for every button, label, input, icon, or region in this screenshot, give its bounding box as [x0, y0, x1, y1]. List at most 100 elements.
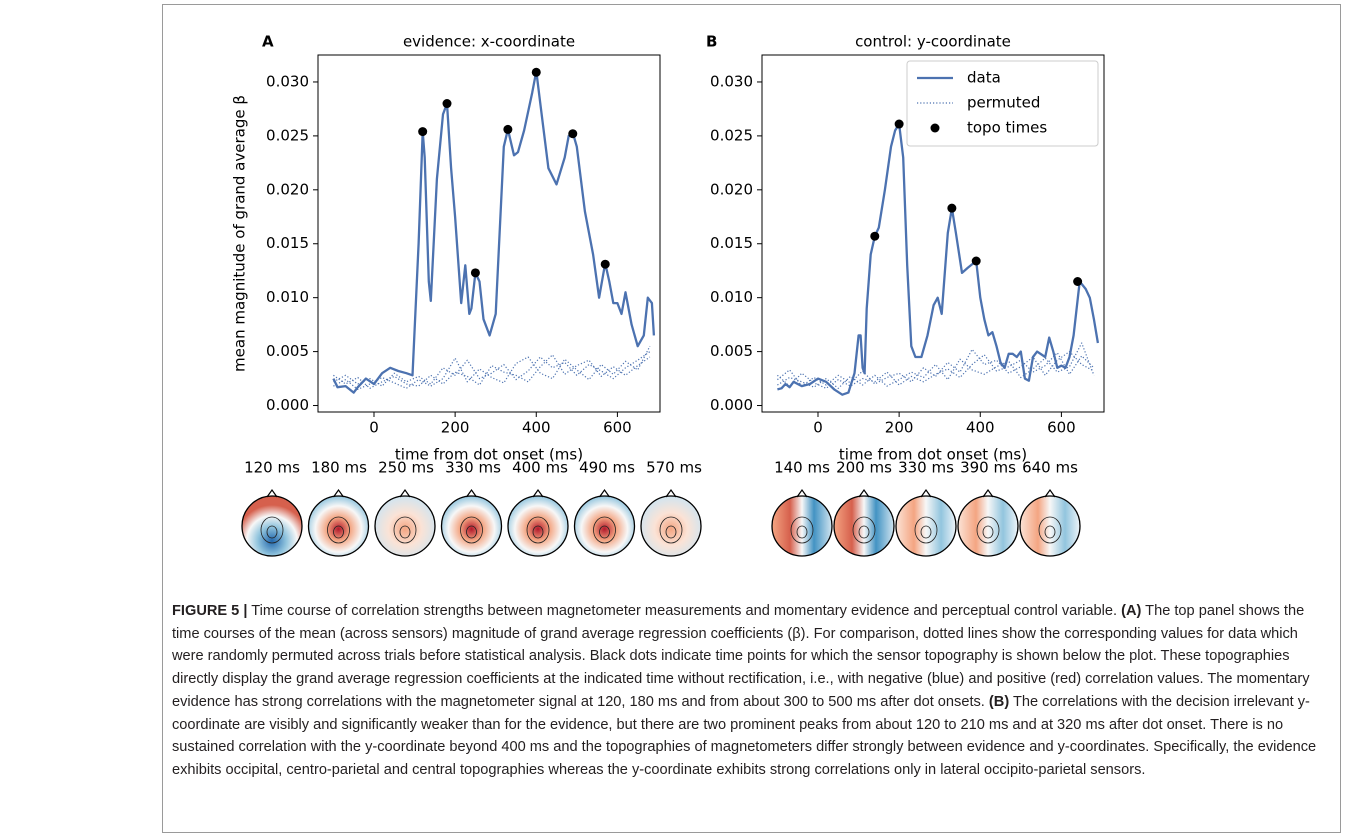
permuted-line [333, 354, 651, 389]
topomap [374, 488, 436, 557]
topomap [957, 488, 1019, 557]
caption-text: Time course of correlation strengths bet… [247, 603, 1122, 619]
topo-label: 400 ms [512, 459, 568, 477]
plot-frame [761, 54, 1105, 413]
topomap-contour [333, 525, 344, 539]
permuted-line [333, 351, 651, 387]
caption: FIGURE 5 | Time course of correlation st… [172, 600, 1332, 782]
topomap-nose [982, 488, 994, 498]
x-tick-label: 400 [522, 419, 551, 437]
legend-label: topo times [967, 119, 1047, 137]
y-tick-label: 0.010 [266, 288, 309, 306]
topo-time-dot [568, 129, 578, 139]
topo-time-dot [531, 67, 541, 77]
topomap [507, 488, 569, 557]
topo-time-dot [470, 268, 480, 278]
topo-label: 490 ms [579, 459, 635, 477]
caption-text: The top panel shows the time courses of … [172, 603, 1310, 710]
x-tick-label: 200 [441, 419, 470, 437]
permuted-line [777, 348, 1095, 387]
topomap [895, 488, 957, 557]
topomap-contour [532, 525, 544, 539]
topo-time-dot [971, 256, 981, 266]
topo-time-dot [442, 99, 452, 109]
topomap-contour [665, 525, 677, 539]
topo-time-dot [947, 203, 957, 213]
topomap-contour [399, 525, 411, 539]
topo-label: 180 ms [311, 459, 367, 477]
topomap-nose [466, 488, 477, 498]
topomap [307, 488, 370, 557]
permuted-line [777, 352, 1095, 389]
x-axis-label: time from dot onset (ms) [839, 446, 1027, 464]
permuted-line [777, 342, 1095, 389]
topomap-contour [852, 516, 876, 544]
topomap-contour [266, 525, 278, 539]
topomap-contour [858, 525, 870, 539]
topo-label: 330 ms [445, 459, 501, 477]
topo-label: 140 ms [774, 459, 830, 477]
y-tick-label: 0.000 [266, 396, 309, 414]
plot-frame [317, 54, 661, 413]
y-tick-label: 0.005 [710, 342, 753, 360]
topomap [833, 488, 895, 557]
chart-title: control: y-coordinate [855, 33, 1011, 51]
topomap-nose [266, 488, 278, 498]
y-tick-label: 0.025 [266, 126, 309, 144]
topomap-nose [1044, 488, 1056, 498]
topomap-contour [920, 525, 932, 539]
y-tick-label: 0.030 [266, 72, 309, 90]
topomap-nose [920, 488, 932, 498]
topomap-contour [526, 516, 550, 544]
topo-label: 570 ms [646, 459, 702, 477]
topo-label: 250 ms [378, 459, 434, 477]
x-tick-label: 0 [369, 419, 379, 437]
topomap-contour [599, 525, 610, 539]
topomap-nose [858, 488, 870, 498]
y-tick-label: 0.005 [266, 342, 309, 360]
topomap-contour [593, 516, 616, 544]
topomap-nose [399, 488, 411, 498]
legend-label: data [967, 69, 1001, 87]
topo-time-dot [894, 119, 904, 129]
topomap [241, 488, 303, 557]
topo-time-dot [1073, 276, 1083, 286]
topo-time-dot [600, 259, 610, 269]
topomap-contour [914, 516, 938, 544]
chart-title: evidence: x-coordinate [403, 33, 575, 51]
topomap-nose [796, 488, 808, 498]
topomap-contour [982, 525, 994, 539]
caption-label: (B) [988, 693, 1010, 710]
x-tick-label: 600 [603, 419, 632, 437]
legend-marker [930, 123, 940, 133]
caption-label: (A) [1121, 603, 1142, 619]
topomap-contour [327, 516, 350, 544]
y-tick-label: 0.020 [266, 180, 309, 198]
topomap-contour [393, 516, 417, 544]
x-tick-label: 0 [813, 419, 823, 437]
x-tick-label: 400 [966, 419, 995, 437]
topomap-contour [659, 516, 683, 544]
topo-label: 200 ms [836, 459, 892, 477]
x-axis-label: time from dot onset (ms) [395, 446, 583, 464]
topomap [1019, 488, 1081, 557]
topomap-contour [796, 525, 808, 539]
topomap-nose [599, 488, 610, 498]
figure-border [162, 4, 1341, 833]
figure-label: FIGURE 5 | [172, 603, 248, 619]
topomap [440, 488, 503, 557]
legend-box [906, 60, 1099, 147]
topomap-contour [260, 516, 284, 544]
caption-text: The correlations with the decision irrel… [172, 693, 1317, 778]
topo-label: 120 ms [244, 459, 300, 477]
topo-time-dot [418, 127, 428, 137]
topomap-contour [1044, 525, 1056, 539]
topo-time-dot [503, 124, 513, 134]
topo-label: 330 ms [898, 459, 954, 477]
topomap [640, 488, 702, 557]
y-tick-label: 0.025 [710, 126, 753, 144]
panel-letter: B [706, 33, 717, 51]
topo-label: 390 ms [960, 459, 1016, 477]
